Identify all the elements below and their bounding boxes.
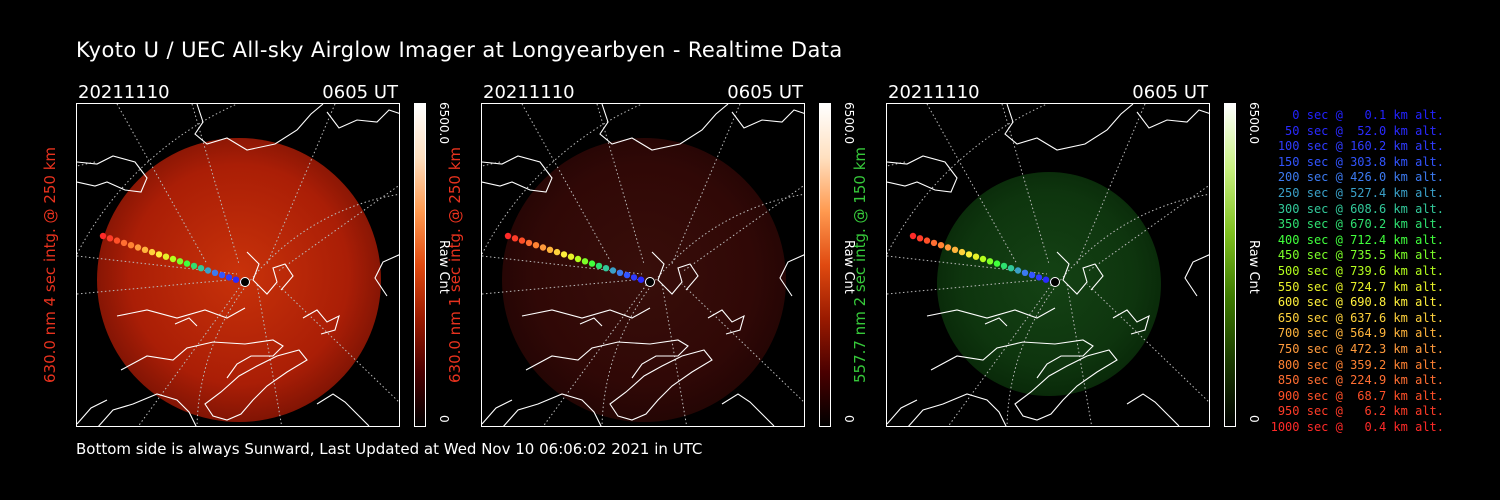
colorbar <box>1224 103 1236 427</box>
colorbar <box>819 103 831 427</box>
allsky-map <box>77 104 399 426</box>
legend-item: 1000 sec @ 0.4 km alt. <box>1270 419 1444 434</box>
colorbar-max: 6500.0 <box>1247 102 1261 144</box>
allsky-image <box>886 103 1210 427</box>
legend-item: 750 sec @ 472.3 km alt. <box>1277 341 1444 356</box>
legend-item: 450 sec @ 735.5 km alt. <box>1277 248 1444 263</box>
legend-item: 300 sec @ 608.6 km alt. <box>1277 201 1444 216</box>
allsky-map <box>887 104 1209 426</box>
legend-item: 350 sec @ 670.2 km alt. <box>1277 217 1444 232</box>
allsky-map <box>482 104 804 426</box>
legend-item: 50 sec @ 52.0 km alt. <box>1285 123 1444 138</box>
legend-item: 100 sec @ 160.2 km alt. <box>1277 139 1444 154</box>
trajectory-legend: 0 sec @ 0.1 km alt. 50 sec @ 52.0 km alt… <box>1262 108 1444 435</box>
panel-time: 0605 UT <box>322 82 398 103</box>
panel-557nm-2sec: 20211110 0605 UT 557.7 nm 2 sec intg. @ … <box>851 80 1276 432</box>
colorbar <box>414 103 426 427</box>
legend-item: 600 sec @ 690.8 km alt. <box>1277 295 1444 310</box>
legend-item: 700 sec @ 564.9 km alt. <box>1277 326 1444 341</box>
colorbar-max: 6500.0 <box>437 102 451 144</box>
panel-ylabel: 630.0 nm 4 sec intg. @ 250 km <box>41 146 59 384</box>
legend-item: 400 sec @ 712.4 km alt. <box>1277 232 1444 247</box>
colorbar-min: 0 <box>842 415 856 423</box>
legend-item: 500 sec @ 739.6 km alt. <box>1277 263 1444 278</box>
legend-item: 250 sec @ 527.4 km alt. <box>1277 185 1444 200</box>
panel-time: 0605 UT <box>727 82 803 103</box>
allsky-image <box>76 103 400 427</box>
legend-item: 950 sec @ 6.2 km alt. <box>1277 404 1444 419</box>
colorbar-min: 0 <box>437 415 451 423</box>
panel-630nm-1sec: 20211110 0605 UT 630.0 nm 1 sec intg. @ … <box>446 80 871 432</box>
colorbar-unit: Raw Cnt <box>841 240 856 294</box>
colorbar-unit: Raw Cnt <box>1246 240 1261 294</box>
legend-item: 150 sec @ 303.8 km alt. <box>1277 154 1444 169</box>
panel-ylabel: 557.7 nm 2 sec intg. @ 150 km <box>851 146 869 384</box>
panel-630nm-4sec: 20211110 0605 UT 630.0 nm 4 sec intg. @ … <box>41 80 466 432</box>
panel-time: 0605 UT <box>1132 82 1208 103</box>
colorbar-min: 0 <box>1247 415 1261 423</box>
legend-item: 550 sec @ 724.7 km alt. <box>1277 279 1444 294</box>
legend-item: 200 sec @ 426.0 km alt. <box>1277 170 1444 185</box>
legend-item: 0 sec @ 0.1 km alt. <box>1292 108 1444 122</box>
legend-item: 850 sec @ 224.9 km alt. <box>1277 373 1444 388</box>
panel-date: 20211110 <box>78 82 170 103</box>
colorbar-max: 6500.0 <box>842 102 856 144</box>
page-title: Kyoto U / UEC All-sky Airglow Imager at … <box>76 38 843 62</box>
footer-note: Bottom side is always Sunward, Last Upda… <box>76 440 703 458</box>
allsky-image <box>481 103 805 427</box>
panel-ylabel: 630.0 nm 1 sec intg. @ 250 km <box>446 146 464 384</box>
legend-item: 900 sec @ 68.7 km alt. <box>1277 388 1444 403</box>
panel-date: 20211110 <box>483 82 575 103</box>
colorbar-unit: Raw Cnt <box>436 240 451 294</box>
legend-item: 650 sec @ 637.6 km alt. <box>1277 310 1444 325</box>
legend-item: 800 sec @ 359.2 km alt. <box>1277 357 1444 372</box>
panel-date: 20211110 <box>888 82 980 103</box>
